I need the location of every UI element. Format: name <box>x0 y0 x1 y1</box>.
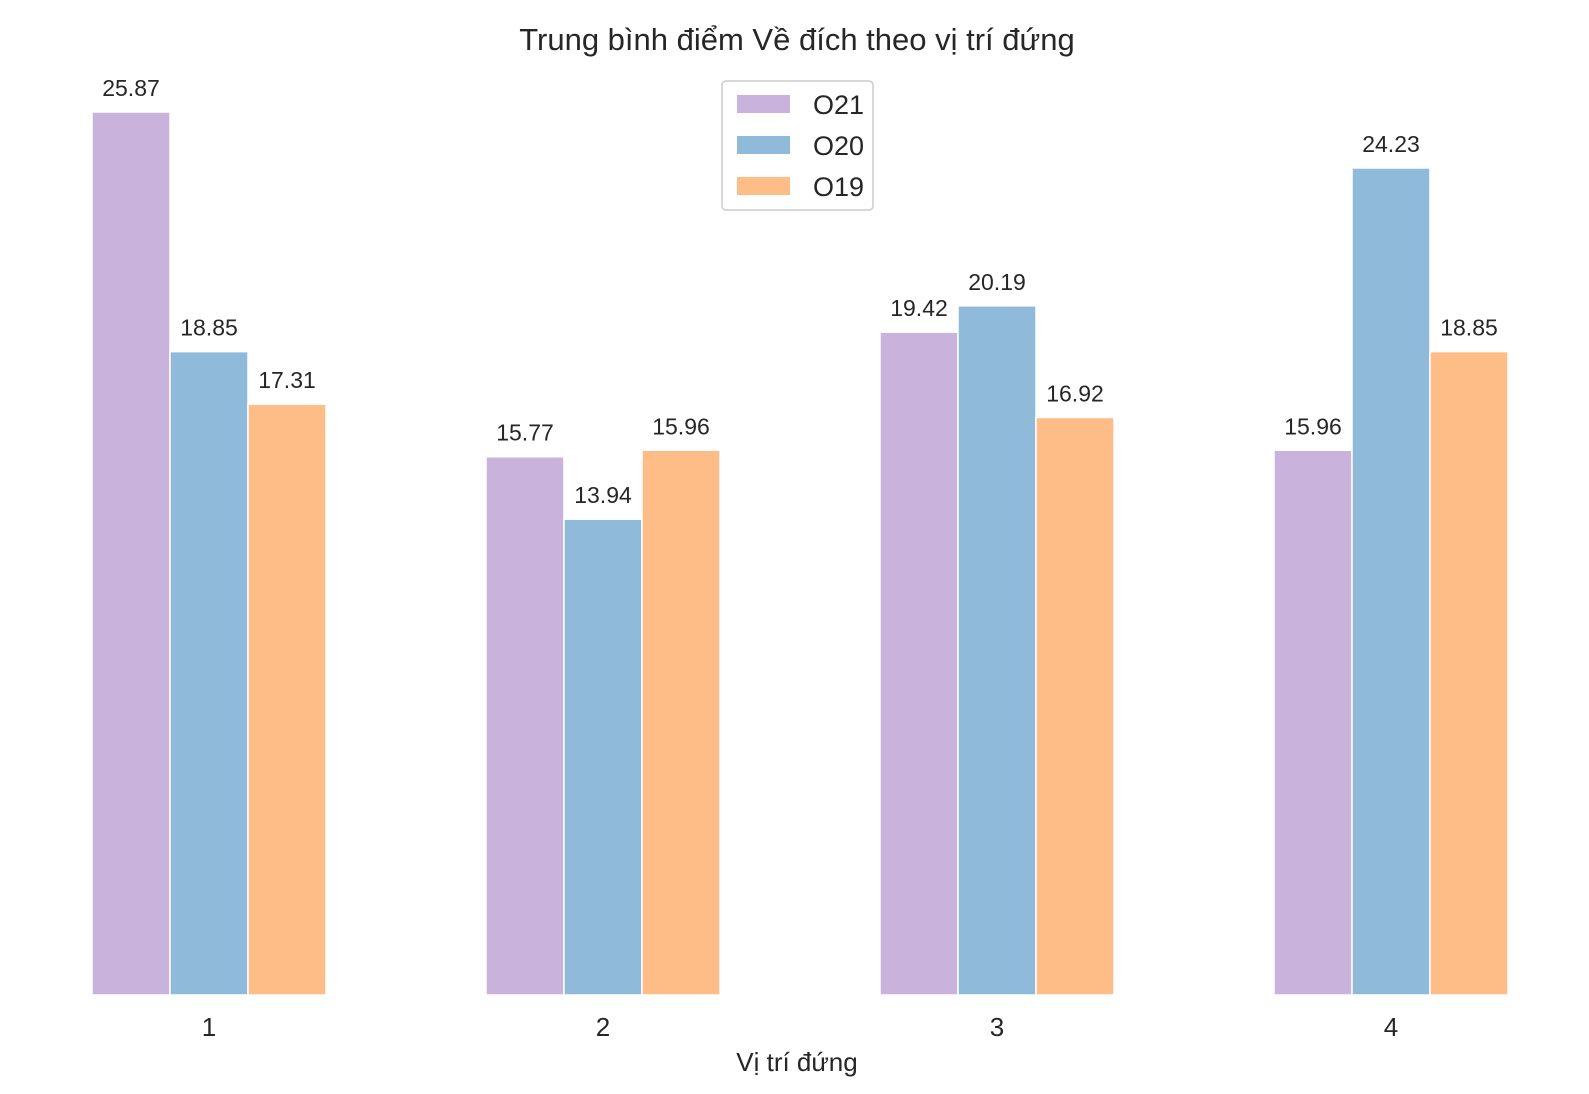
chart-title: Trung bình điểm Về đích theo vị trí đứng <box>519 22 1075 57</box>
data-label-o19-cat-3: 16.92 <box>1046 380 1104 406</box>
data-label-o19-cat-4: 18.85 <box>1440 315 1498 341</box>
bar-o21-cat-1 <box>91 111 171 996</box>
bar-o19-cat-1 <box>247 403 327 996</box>
data-labels-layer: 25.87 18.85 17.31 15.77 13.94 15.96 19.42 20.19… <box>102 75 1498 508</box>
data-label-o21-cat-2: 15.77 <box>496 420 554 446</box>
x-ticks-layer: 1 2 3 4 <box>202 1012 1398 1042</box>
legend-swatch-o19 <box>737 177 790 195</box>
data-label-o20-cat-1: 18.85 <box>180 315 238 341</box>
bar-o21-cat-4 <box>1273 449 1353 996</box>
legend-swatch-o21 <box>737 95 790 113</box>
data-label-o20-cat-3: 20.19 <box>968 269 1026 295</box>
data-label-o19-cat-1: 17.31 <box>258 367 316 393</box>
legend-label-o19: O19 <box>813 172 864 202</box>
x-tick-label-4: 4 <box>1384 1012 1398 1042</box>
legend-label-o21: O21 <box>813 90 864 120</box>
legend: O21 O20 O19 <box>721 80 874 211</box>
x-tick-label-1: 1 <box>202 1012 216 1042</box>
bar-o19-cat-4 <box>1429 350 1509 996</box>
bar-o20-cat-3 <box>957 305 1037 996</box>
bar-o21-cat-3 <box>879 331 959 996</box>
bars-layer <box>91 111 1509 996</box>
bar-o19-cat-3 <box>1035 416 1115 996</box>
data-label-o21-cat-1: 25.87 <box>102 75 160 101</box>
x-tick-label-2: 2 <box>596 1012 610 1042</box>
data-label-o20-cat-4: 24.23 <box>1362 131 1420 157</box>
bar-o20-cat-4 <box>1351 167 1431 996</box>
x-tick-label-3: 3 <box>990 1012 1004 1042</box>
bar-o21-cat-2 <box>485 455 565 996</box>
bar-o20-cat-2 <box>563 518 643 996</box>
x-axis-label: Vị trí đứng <box>736 1047 857 1077</box>
data-label-o21-cat-4: 15.96 <box>1284 413 1342 439</box>
data-label-o19-cat-2: 15.96 <box>652 413 710 439</box>
legend-label-o20: O20 <box>813 131 864 161</box>
bar-o20-cat-1 <box>169 350 249 996</box>
bar-o19-cat-2 <box>641 449 721 996</box>
data-label-o21-cat-3: 19.42 <box>890 295 948 321</box>
data-label-o20-cat-2: 13.94 <box>574 482 632 508</box>
legend-swatch-o20 <box>737 136 790 154</box>
